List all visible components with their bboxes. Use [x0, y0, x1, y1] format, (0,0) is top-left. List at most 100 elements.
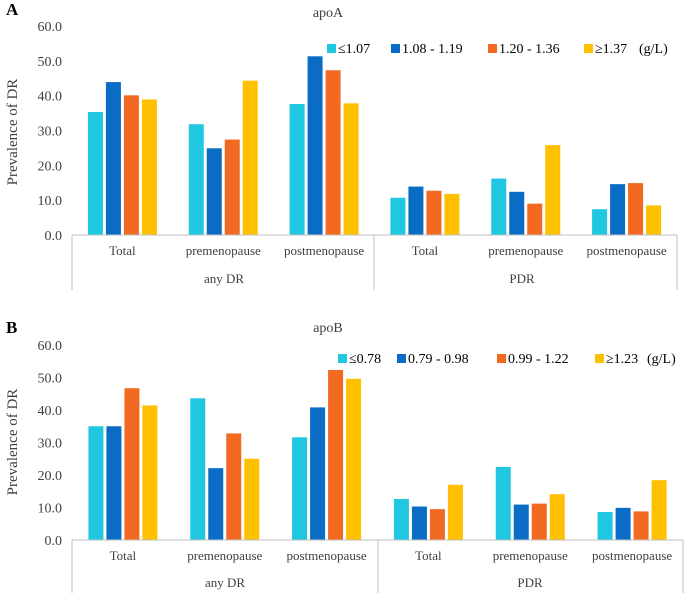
y-tick-label: 50.0 [38, 55, 63, 70]
y-tick-label: 40.0 [38, 404, 63, 419]
bar [429, 509, 445, 540]
legend-swatch-4 [584, 44, 593, 53]
bar [289, 104, 305, 235]
y-tick-label: 60.0 [38, 20, 63, 35]
bar [495, 466, 511, 540]
bar [328, 370, 344, 540]
legend: ≤0.78 0.79 - 0.98 0.99 - 1.22 ≥1.23 (g/L… [338, 352, 676, 367]
bar [224, 139, 240, 235]
bar [310, 407, 326, 540]
x-tick-label: postmenopause [284, 243, 364, 258]
panel-label: B [6, 318, 17, 337]
bar [206, 148, 222, 235]
bar [531, 503, 547, 540]
y-tick-label: 50.0 [38, 372, 63, 387]
bar [105, 82, 121, 235]
bar [651, 480, 667, 540]
bar [346, 378, 362, 540]
bar [491, 178, 507, 235]
bar [545, 145, 561, 235]
x-tick-label: Total [110, 548, 137, 563]
bar [615, 507, 631, 540]
bar [393, 499, 409, 540]
y-axis-label: Prevalence of DR [5, 79, 21, 186]
chart-title: apoA [313, 6, 344, 21]
legend-unit: (g/L) [639, 42, 668, 57]
x-tick-label: postmenopause [287, 548, 367, 563]
bar [88, 426, 104, 540]
bar [408, 186, 424, 235]
legend-swatch-4 [595, 354, 604, 363]
legend-label-3: 1.20 - 1.36 [499, 42, 560, 57]
legend-label-4: ≥1.23 [606, 352, 638, 367]
bar [208, 468, 224, 540]
category-labels: Total premenopause postmenopause Total preme… [110, 548, 673, 563]
axis-lines [71, 539, 684, 593]
bar [106, 426, 122, 540]
x-tick-label: premenopause [187, 548, 262, 563]
bar [597, 512, 613, 540]
y-axis-label: Prevalence of DR [5, 389, 21, 496]
bar [411, 506, 427, 540]
x-tick-label: Total [415, 548, 442, 563]
bar [549, 494, 565, 540]
y-tick-label: 10.0 [38, 194, 63, 209]
category-labels: Total premenopause postmenopause Total preme… [109, 243, 667, 258]
y-tick-label: 30.0 [38, 125, 63, 140]
group-label-any-dr: any DR [205, 575, 245, 590]
x-tick-label: premenopause [186, 243, 261, 258]
x-tick-label: premenopause [493, 548, 568, 563]
legend-swatch-3 [488, 44, 497, 53]
legend-unit: (g/L) [647, 352, 676, 367]
bar [190, 398, 206, 540]
bar [141, 99, 157, 235]
bar [390, 197, 406, 235]
bar [244, 458, 260, 540]
bar [226, 433, 242, 540]
legend: ≤1.07 1.08 - 1.19 1.20 - 1.36 ≥1.37 (g/L… [327, 42, 668, 57]
legend-label-4: ≥1.37 [595, 42, 627, 57]
bars [87, 56, 662, 236]
bar [527, 203, 543, 235]
bar [646, 205, 662, 235]
y-tick-labels: 0.0 10.0 20.0 30.0 40.0 50.0 60.0 [38, 339, 63, 549]
y-tick-label: 0.0 [45, 229, 63, 244]
y-tick-label: 30.0 [38, 437, 63, 452]
bar [426, 190, 442, 235]
bar [592, 209, 608, 235]
y-tick-labels: 0.0 10.0 20.0 30.0 40.0 50.0 60.0 [38, 20, 63, 244]
bar [292, 437, 308, 540]
bar [628, 183, 644, 235]
x-tick-label: Total [109, 243, 136, 258]
legend-swatch-3 [497, 354, 506, 363]
bar [444, 193, 460, 235]
panel-apoA: A apoA Prevalence of DR 0.0 10.0 20.0 30.0 4… [5, 0, 678, 290]
x-tick-label: postmenopause [592, 548, 672, 563]
legend-label-2: 1.08 - 1.19 [402, 42, 463, 57]
panel-label: A [6, 0, 19, 19]
chart-title: apoB [313, 321, 343, 336]
group-label-pdr: PDR [509, 271, 535, 286]
bar [188, 124, 204, 235]
y-tick-label: 20.0 [38, 469, 63, 484]
panel-apoB: B apoB Prevalence of DR 0.0 10.0 20.0 30.0 4… [5, 318, 684, 593]
bar [513, 504, 529, 540]
x-tick-label: Total [412, 243, 439, 258]
bar [123, 95, 139, 236]
legend-swatch-1 [338, 354, 347, 363]
bar [124, 388, 140, 540]
group-label-pdr: PDR [517, 575, 543, 590]
bar [509, 191, 525, 235]
legend-swatch-2 [391, 44, 400, 53]
legend-label-3: 0.99 - 1.22 [508, 352, 569, 367]
bar [242, 80, 258, 236]
y-tick-label: 60.0 [38, 339, 63, 354]
bar [325, 70, 341, 235]
x-tick-label: premenopause [488, 243, 563, 258]
bar [447, 484, 463, 540]
y-tick-label: 40.0 [38, 90, 63, 105]
bar [142, 405, 158, 540]
legend-label-2: 0.79 - 0.98 [408, 352, 469, 367]
y-tick-label: 20.0 [38, 159, 63, 174]
